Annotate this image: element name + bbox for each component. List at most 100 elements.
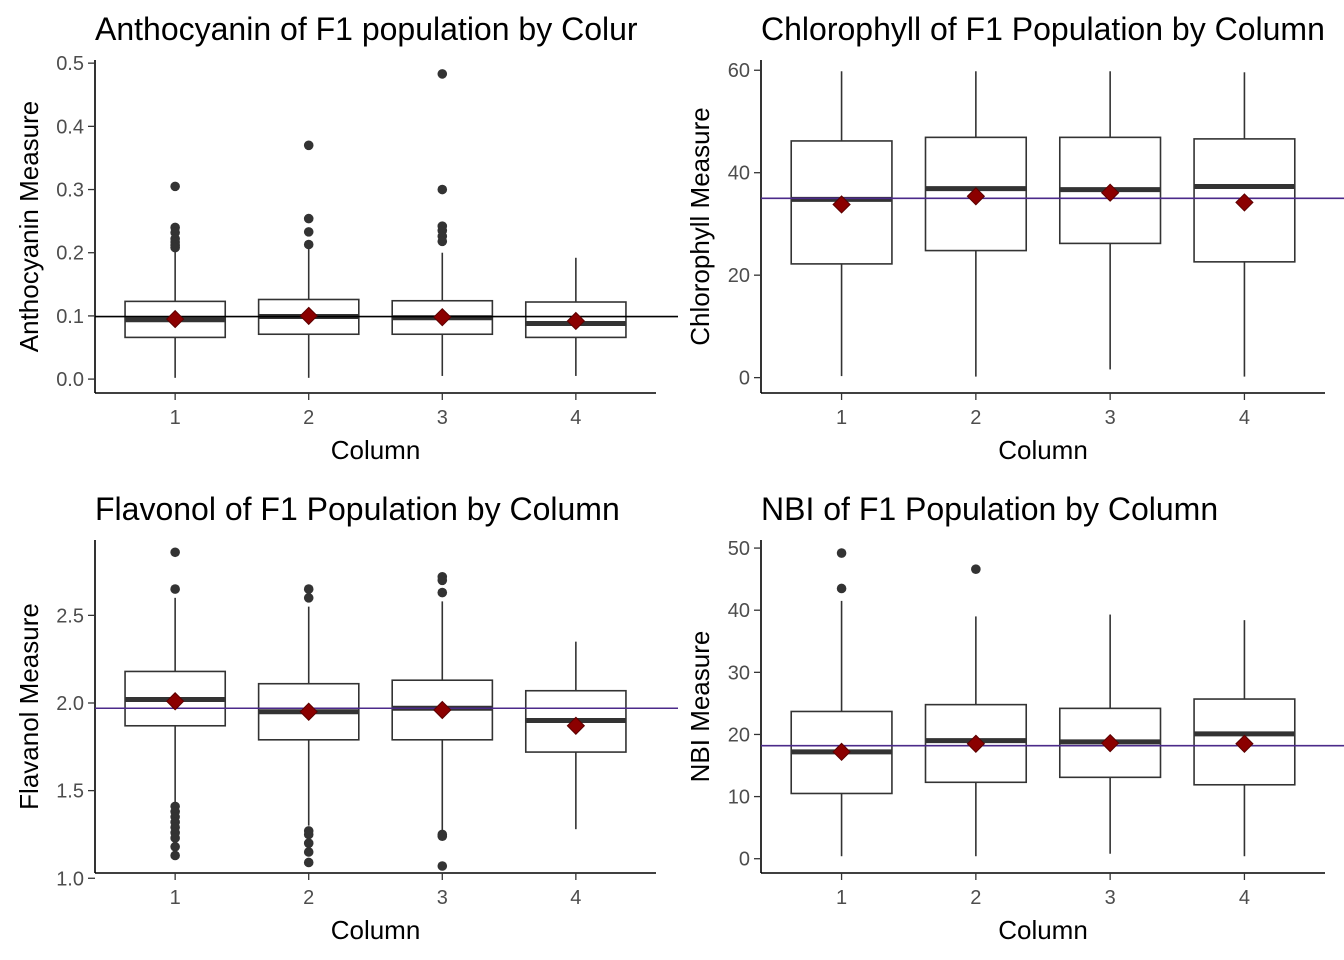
outlier-point [437,831,448,841]
x-tick-label: 3 [1105,407,1116,429]
outlier-point [170,833,180,843]
outlier-point [303,140,314,151]
panel-1: Anthocyanin of F1 population by Colur 0.0… [14,11,678,465]
y-tick-label: 0 [739,368,750,390]
panel-4: NBI of F1 Population by Column 0 10 20 30 40 5… [685,491,1344,945]
chart-title: Anthocyanin of F1 population by Colur [95,11,638,47]
outlier-point [303,239,314,250]
box-3 [391,69,494,376]
y-tick-label: 0.0 [56,369,84,391]
box-1 [790,548,893,857]
iqr-box [1193,138,1296,263]
outlier-point [437,575,448,586]
mean-marker [433,700,452,720]
y-tick-label: 1.0 [56,868,84,890]
outlier-point [836,548,847,558]
x-tick-label: 2 [970,407,981,429]
y-tick-label: 40 [728,163,750,185]
outlier-point [303,584,314,594]
mean-marker [832,742,851,762]
mean-marker [165,309,185,329]
outlier-point [303,838,314,849]
mean-marker [1100,183,1120,202]
x-tick-label: 4 [570,887,581,909]
outlier-point [303,829,314,840]
iqr-box [924,703,1028,784]
outlier-point [437,587,448,598]
x-tick-label: 3 [437,887,448,909]
outlier-point [971,564,981,574]
outlier-point [437,69,448,79]
outlier-point [437,236,448,247]
mean-marker [1235,193,1254,212]
y-tick-label: 20 [728,724,750,746]
outlier-point [437,184,448,195]
mean-marker [832,195,851,214]
x-tick-label: 4 [1239,887,1250,909]
box-4 [524,641,627,830]
y-axis-title: Anthocyanin Measure [14,101,44,352]
outlier-point [170,841,180,852]
y-tick-label: 0.4 [56,116,84,138]
y-axis-title: Chlorophyll Measure [685,107,715,345]
x-tick-label: 1 [836,407,847,429]
outlier-point [437,861,448,871]
box-2 [924,71,1028,377]
outlier-point [303,847,314,857]
y-tick-label: 0.3 [56,180,84,202]
y-axis-title: Flavanol Measure [14,603,44,810]
y-tick-label: 50 [728,538,750,560]
outlier-point [170,181,180,192]
x-tick-label: 1 [170,407,181,429]
y-tick-label: 2.5 [56,605,84,627]
x-axis-title: Column [998,915,1088,945]
x-tick-label: 2 [303,887,314,909]
box-3 [1058,71,1162,370]
mean-marker [433,307,452,327]
x-tick-label: 3 [1105,887,1116,909]
box-2 [257,140,360,378]
iqr-box [1193,698,1296,786]
x-tick-label: 1 [836,887,847,909]
y-tick-label: 60 [728,60,750,82]
y-tick-label: 1.5 [56,781,84,803]
mean-marker [299,306,318,326]
box-3 [391,572,494,871]
outlier-point [303,593,314,603]
panel-2: Chlorophyll of F1 Population by Column 0 2… [685,11,1344,465]
box-2 [924,564,1028,857]
outlier-point [836,583,847,594]
iqr-box [790,140,893,265]
iqr-box [924,136,1028,252]
chart-title: Chlorophyll of F1 Population by Column [761,11,1325,47]
x-tick-label: 4 [1239,407,1250,429]
chart-title: Flavonol of F1 Population by Column [95,491,620,527]
mean-marker [165,692,185,711]
mean-marker [299,702,318,721]
box-4 [1193,72,1296,377]
outlier-point [303,213,314,224]
y-tick-label: 0.1 [56,306,84,328]
y-tick-label: 0 [739,849,750,871]
mean-marker [966,734,986,753]
x-tick-label: 4 [570,407,581,429]
x-tick-label: 3 [437,407,448,429]
mean-marker [566,311,586,331]
outlier-point [170,584,180,594]
outlier-point [303,857,314,868]
y-tick-label: 0.5 [56,53,84,75]
y-tick-label: 20 [728,265,750,287]
outlier-point [170,547,180,558]
x-axis-title: Column [998,435,1088,465]
panel-3: Flavonol of F1 Population by Column 1.0 1.… [14,491,678,945]
box-1 [124,181,227,378]
x-axis-title: Column [331,915,421,945]
box-2 [257,584,360,868]
x-axis-title: Column [331,435,421,465]
box-1 [124,547,227,861]
chart-title: NBI of F1 Population by Column [761,491,1218,527]
mean-marker [1100,733,1120,753]
mean-marker [566,716,586,735]
y-tick-label: 10 [728,787,750,809]
